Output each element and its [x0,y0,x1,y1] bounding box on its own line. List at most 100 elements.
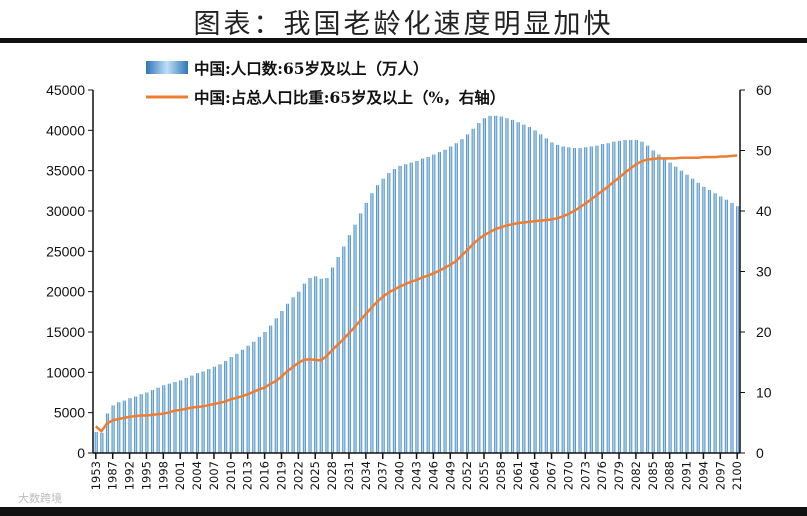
x-tick-label: 2025 [308,461,322,490]
x-tick-label: 2037 [376,461,390,490]
bar-2058 [499,116,503,454]
bar-1991 [122,400,126,453]
bar-2034 [364,202,368,453]
legend-bar-swatch [146,61,188,74]
bar-2010 [229,357,233,453]
bar-2082 [634,140,638,453]
x-tick-label: 1953 [89,461,103,490]
bar-2043 [415,160,419,453]
bar-2087 [662,158,667,454]
bar-2019 [280,311,284,453]
bar-2004 [195,373,200,453]
bar-1997 [156,387,160,453]
bar-2072 [578,148,582,453]
bar-1998 [162,385,166,453]
bar-2077 [606,143,610,454]
bar-2024 [308,277,312,453]
bar-2063 [527,127,531,454]
x-tick-label: 2100 [730,461,744,490]
left-tick-label: 25000 [46,243,85,259]
x-tick-label: 2016 [258,461,272,490]
legend-bar-label: 中国:人口数:65岁及以上（万人） [194,59,429,78]
bar-2050 [454,143,458,454]
bar-2096 [713,193,717,453]
bar-2046 [432,154,436,454]
x-tick-label: 2061 [511,461,525,490]
right-tick-label: 10 [756,385,772,401]
bar-2005 [201,371,205,453]
bar-1987 [111,405,115,453]
x-tick-label: 1992 [123,461,137,490]
bar-2060 [511,119,515,453]
x-tick-label: 2028 [325,461,339,490]
bar-2029 [336,256,340,453]
bar-2044 [421,158,425,454]
bar-2021 [291,297,295,453]
bar-2057 [494,115,498,454]
x-tick-label: 2073 [578,461,592,490]
bar-2041 [404,164,408,454]
right-tick-label: 30 [756,264,772,280]
x-tick-label: 1995 [139,461,153,490]
bar-2067 [550,142,554,453]
bar-1999 [167,383,171,453]
x-tick-label: 2040 [393,461,407,490]
bar-2036 [375,185,380,454]
x-tick-label: 2064 [528,461,542,490]
x-tick-label: 2001 [173,461,187,490]
bar-2098 [724,199,728,453]
left-tick-label: 5000 [54,405,85,421]
bar-2076 [601,144,605,453]
x-tick-label: 2049 [443,461,457,490]
bar-2079 [617,140,622,453]
x-tick-label: 2052 [460,461,474,490]
x-tick-label: 2055 [477,461,491,490]
bar-2085 [651,150,655,453]
bar-1996 [150,390,155,453]
x-tick-label: 2085 [646,461,660,490]
x-tick-label: 2043 [410,461,424,490]
x-tick-label: 2004 [190,461,204,490]
x-tick-label: 2019 [274,461,288,490]
bar-2018 [274,318,278,453]
bar-2009 [224,361,228,453]
bar-2013 [246,345,250,453]
bar-2074 [589,146,593,453]
bar-2052 [466,134,470,453]
bar-2080 [623,140,627,453]
x-tick-label: 2082 [629,461,643,490]
bar-2008 [218,364,222,453]
bar-1994 [139,394,143,453]
chart-title: 图表：我国老龄化速度明显加快 [193,9,614,40]
bar-2056 [488,115,492,454]
bar-2048 [443,149,447,453]
bar-1953 [94,432,98,453]
bar-2014 [252,341,256,453]
bottom-divider [0,507,807,516]
x-tick-label: 2076 [595,461,609,490]
bar-2027 [325,277,329,453]
bar-2055 [482,118,486,453]
bar-2002 [184,377,188,453]
bar-2037 [381,178,385,453]
bar-1993 [134,396,138,453]
bar-2071 [572,148,576,453]
bar-2026 [319,278,323,453]
bar-2073 [584,147,588,454]
left-tick-label: 40000 [46,122,85,138]
bar-2047 [437,152,441,453]
bar-2062 [522,124,526,453]
bar-2035 [370,193,374,453]
x-tick-label: 2097 [713,461,727,490]
bar-2020 [285,303,290,453]
bar-1995 [145,392,149,453]
x-tick-label: 1998 [156,461,170,490]
bar-1982 [105,413,110,453]
watermark: 大数跨境 [18,492,62,505]
x-tick-label: 2088 [663,461,677,490]
x-tick-label: 2022 [291,461,305,490]
x-tick-label: 2046 [426,461,440,490]
bar-2001 [179,380,183,453]
bar-2094 [702,186,706,454]
